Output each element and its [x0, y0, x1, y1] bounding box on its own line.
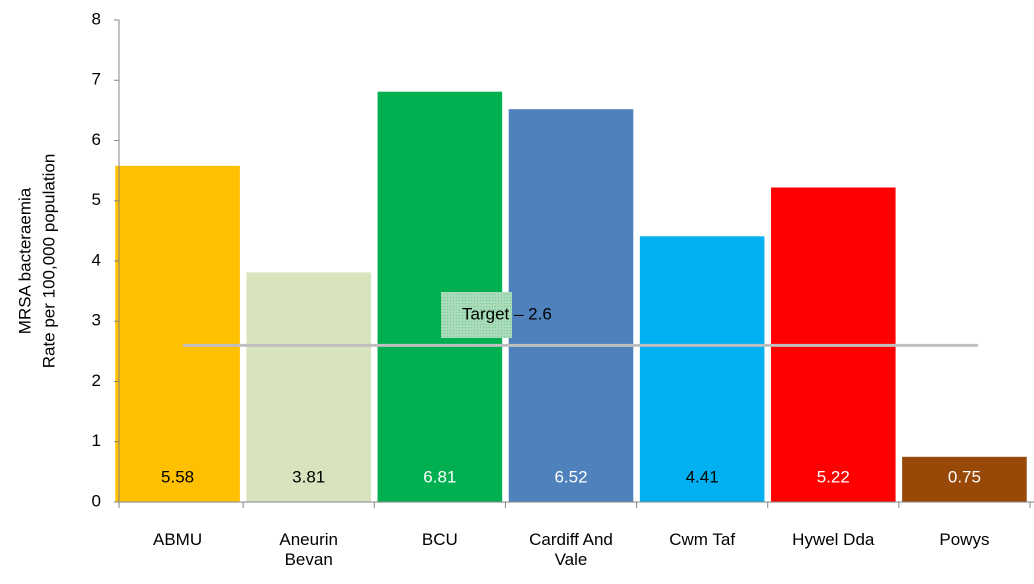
value-label: 4.41	[686, 467, 719, 486]
x-tick-label: Cwm Taf	[669, 530, 736, 549]
y-axis-label: MRSA bacteraemia	[15, 187, 34, 334]
target-label: Target – 2.6	[462, 304, 552, 323]
y-tick-label: 6	[92, 130, 101, 149]
y-tick-label: 1	[92, 431, 101, 450]
y-tick-label: 0	[92, 491, 101, 510]
y-tick-label: 5	[92, 190, 101, 209]
value-label: 6.81	[423, 467, 456, 486]
y-tick-label: 2	[92, 371, 101, 390]
y-tick-label: 8	[92, 9, 101, 28]
bar	[902, 456, 1027, 502]
x-tick-label: Hywel Dda	[792, 530, 875, 549]
value-label: 6.52	[554, 467, 587, 486]
target-label-box	[441, 292, 512, 338]
x-tick-label: Cardiff And Vale	[529, 530, 613, 569]
bar	[639, 236, 765, 503]
x-tick-label: Powys	[939, 530, 990, 549]
bar	[508, 109, 634, 503]
y-tick-label: 3	[92, 311, 101, 330]
bar	[246, 272, 372, 502]
y-tick-label: 7	[92, 70, 101, 89]
value-label: 3.81	[292, 467, 325, 486]
x-tick-label: BCU	[421, 530, 458, 549]
value-label: 5.22	[817, 467, 850, 486]
y-axis-label: Rate per 100,000 population	[39, 154, 58, 369]
value-label: 0.75	[948, 467, 981, 486]
bar	[115, 165, 240, 502]
value-label: 5.58	[161, 467, 194, 486]
x-tick-label: ABMU	[153, 530, 203, 549]
y-tick-label: 4	[92, 250, 101, 269]
x-tick-label: Aneurin Bevan	[279, 530, 338, 569]
